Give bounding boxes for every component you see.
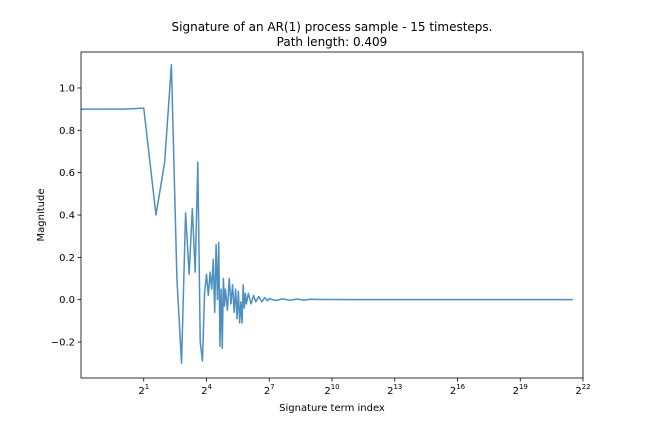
y-tick-label: 0.4	[59, 211, 75, 222]
x-tick-label: 219	[513, 383, 528, 397]
y-axis-label: Magnitude	[36, 189, 47, 242]
axis-ticks: 21 24 27 210 213 216 219 222−0.20.00.20.40.60.8…	[51, 83, 591, 397]
series-line	[81, 63, 573, 364]
x-axis-label: Signature term index	[279, 403, 385, 414]
x-tick-base: 2	[138, 386, 144, 397]
x-tick-base: 2	[324, 386, 330, 397]
y-tick-label: 0.6	[59, 168, 75, 179]
x-tick-base: 2	[450, 386, 456, 397]
x-tick-label: 24	[201, 383, 212, 397]
x-tick-label: 210	[324, 383, 339, 397]
y-tick-label: 0.0	[59, 295, 75, 306]
x-tick-base: 2	[201, 386, 207, 397]
y-tick-label: 0.2	[59, 253, 75, 264]
x-tick-exponent: 1	[145, 383, 149, 391]
x-tick-exponent: 13	[393, 383, 402, 391]
plot-frame	[80, 51, 584, 379]
y-tick-label: −0.2	[51, 338, 75, 349]
x-tick-label: 222	[575, 383, 590, 397]
x-tick-label: 27	[264, 383, 275, 397]
x-tick-base: 2	[513, 386, 519, 397]
x-tick-exponent: 7	[270, 383, 274, 391]
y-tick-label: 1.0	[59, 83, 75, 94]
chart-title: Signature of an AR(1) process sample - 1…	[172, 20, 493, 34]
x-tick-exponent: 22	[582, 383, 591, 391]
plot-data	[81, 63, 573, 364]
x-tick-base: 2	[264, 386, 270, 397]
x-tick-exponent: 16	[456, 383, 465, 391]
x-tick-label: 213	[387, 383, 402, 397]
chart-subtitle: Path length: 0.409	[277, 35, 388, 49]
x-tick-exponent: 10	[331, 383, 340, 391]
y-tick-label: 0.8	[59, 126, 75, 137]
x-tick-label: 21	[138, 383, 149, 397]
x-tick-base: 2	[387, 386, 393, 397]
x-tick-exponent: 19	[519, 383, 528, 391]
x-tick-exponent: 4	[207, 383, 212, 391]
x-tick-base: 2	[575, 386, 581, 397]
x-tick-label: 216	[450, 383, 466, 397]
